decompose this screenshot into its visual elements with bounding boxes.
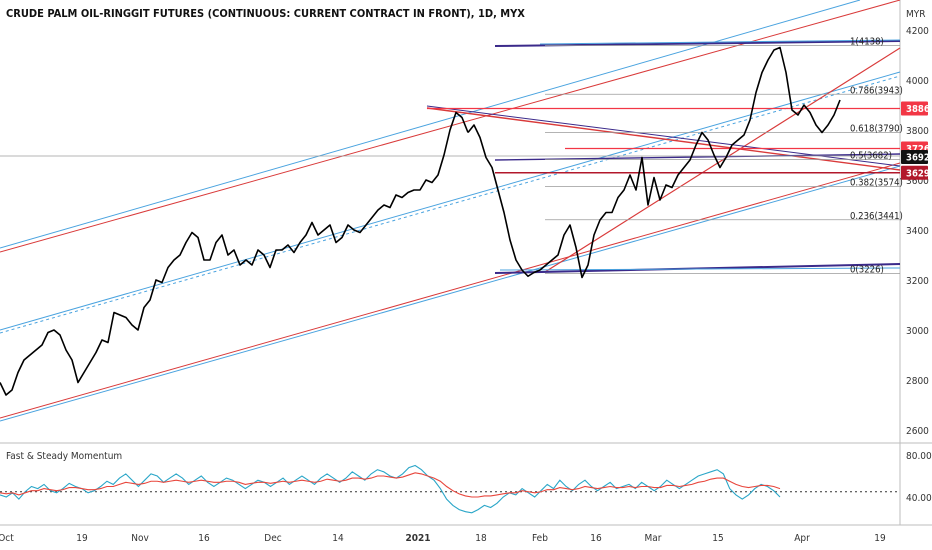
upper-channel-blue	[0, 0, 861, 249]
mid-channel-blue	[0, 71, 901, 331]
price-series-0	[0, 111, 469, 396]
y-tick-label-1: 2800	[906, 376, 929, 387]
y-tick-label-6: 3800	[906, 126, 929, 137]
y-tick-label-0: 2600	[906, 426, 929, 437]
momentum-y-tick-0: 40.00	[906, 493, 932, 504]
x-tick-label-5: 14	[332, 533, 344, 544]
rising-support-red	[544, 47, 901, 273]
price-badge-label-2: 3692	[906, 153, 930, 164]
fib-label-2: 0.618(3790)	[850, 124, 903, 135]
y-tick-label-3: 3200	[906, 276, 929, 287]
y-tick-label-4: 3400	[906, 226, 929, 237]
mid-level-purple	[494, 153, 901, 161]
fib-label-4: 0.382(3574)	[850, 178, 903, 189]
bottom-level-blue	[499, 267, 901, 271]
currency-label: MYR	[906, 9, 926, 20]
lower-channel-red	[0, 162, 901, 419]
x-tick-label-12: Apr	[794, 533, 810, 544]
x-axis: Oct 19 Nov 16 Dec 14 2021 18 Feb 16 Mar 15 Apr 19	[0, 533, 886, 544]
price-badge-label-1: 3726	[906, 144, 930, 155]
x-tick-label-13: 19	[874, 533, 886, 544]
upper-channel-red	[0, 0, 901, 253]
price-badge-0	[901, 101, 928, 116]
chart-title: CRUDE PALM OIL-RINGGIT FUTURES (CONTINUO…	[6, 7, 525, 20]
lower-channel-blue	[0, 165, 901, 422]
descending-resistance-red	[426, 107, 901, 171]
price-series-1	[467, 46, 841, 279]
y-tick-label-2: 3000	[906, 326, 929, 337]
price-badge-2	[901, 150, 928, 164]
y-tick-label-8: 4200	[906, 26, 929, 37]
x-tick-label-1: 19	[76, 533, 88, 544]
x-tick-label-4: Dec	[264, 533, 281, 544]
fib-label-3: 0.5(3682)	[850, 151, 892, 162]
x-tick-label-9: 16	[590, 533, 602, 544]
x-tick-label-6: 2021	[405, 533, 430, 544]
price-badge-label-3: 3629	[906, 168, 930, 179]
bottom-level-purple	[494, 263, 901, 274]
x-tick-label-11: 15	[712, 533, 723, 544]
x-tick-label-10: Mar	[645, 533, 662, 544]
price-badge-3	[901, 165, 928, 180]
price-badge-label-0: 3886	[906, 104, 930, 115]
x-tick-label-3: 16	[198, 533, 210, 544]
x-tick-label-8: Feb	[532, 533, 548, 544]
fib-label-1: 0.786(3943)	[850, 85, 903, 96]
x-tick-label-7: 18	[475, 533, 487, 544]
fib-label-0: 1(4138)	[850, 37, 884, 48]
momentum-pane: 40.00 80.00	[0, 451, 932, 526]
momentum-series-0	[0, 464, 781, 514]
indicator-title: Fast & Steady Momentum	[6, 451, 122, 462]
x-tick-label-2: Nov	[131, 533, 149, 544]
momentum-y-tick-1: 80.00	[906, 451, 932, 462]
fib-label-5: 0.236(3441)	[850, 211, 903, 222]
y-tick-label-7: 4000	[906, 76, 929, 87]
y-tick-label-5: 3600	[906, 176, 929, 187]
price-pane: 1(4138) 0.786(3943) 0.618(3790) 0.5(3682) 0.…	[0, 0, 932, 525]
top-level-blue	[539, 39, 901, 45]
x-tick-label-0: Oct	[0, 533, 14, 544]
momentum-series-1	[0, 472, 781, 498]
fib-label-6: 0(3226)	[850, 265, 884, 276]
